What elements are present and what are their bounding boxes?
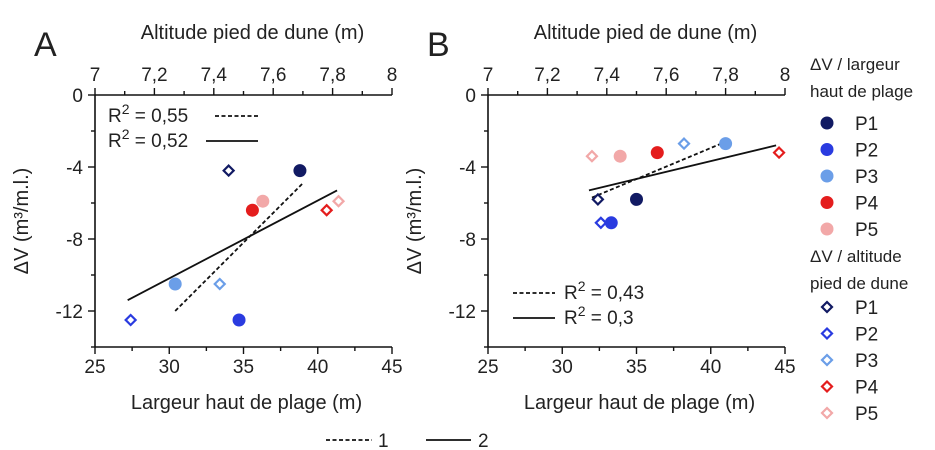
- x2-tick-label: 7,8: [319, 65, 345, 86]
- x2-tick-label: 7,6: [653, 65, 679, 86]
- point-largeur-p3: [168, 277, 182, 291]
- y-tick-label: -8: [66, 230, 83, 251]
- point-largeur-p5: [613, 149, 627, 163]
- legend-label-altitude: P3: [855, 351, 878, 372]
- fit-line-largeur: [588, 144, 777, 192]
- x2-tick-label: 7,8: [712, 65, 738, 86]
- legend-group1-title: haut de plage: [810, 82, 913, 101]
- legend-marker-largeur-p2: [820, 143, 834, 156]
- y-tick-label: -12: [56, 302, 83, 323]
- x-axis-label: Largeur haut de plage (m): [131, 392, 362, 414]
- x2-tick-label: 7: [90, 65, 101, 86]
- r2-label: R2 = 0,43: [564, 278, 644, 304]
- legend-group2-title: ΔV / altitude: [810, 247, 902, 266]
- x-tick-label: 30: [552, 357, 573, 378]
- x2-tick-label: 7,2: [534, 65, 560, 86]
- profile-legend: ΔV / largeur haut de plage P1 P2 P3 P4 P5 ΔV / …: [810, 55, 913, 425]
- fit-line-altitude: [174, 182, 304, 312]
- legend-group2-title: pied de dune: [810, 274, 908, 293]
- x-tick-label: 35: [233, 357, 254, 378]
- bottom-legend-label: 2: [478, 431, 489, 450]
- point-altitude-p5: [585, 149, 599, 163]
- r2-label: R2 = 0,3: [564, 303, 634, 329]
- point-largeur-p1: [293, 164, 307, 178]
- x-axis-label: Largeur haut de plage (m): [524, 392, 755, 414]
- point-largeur-p5: [256, 194, 270, 208]
- x2-axis-label: Altitude pied de dune (m): [534, 22, 757, 44]
- point-altitude-p3: [213, 277, 227, 291]
- point-largeur-p4: [245, 203, 259, 217]
- legend-label-altitude: P2: [855, 325, 878, 346]
- legend-label-largeur: P4: [855, 194, 879, 215]
- x-tick-label: 40: [307, 357, 328, 378]
- x-tick-label: 45: [381, 357, 402, 378]
- y-tick-label: -4: [66, 158, 83, 179]
- legend-marker-largeur-p1: [820, 116, 834, 130]
- x2-tick-label: 7,6: [260, 65, 286, 86]
- y-tick-label: -4: [459, 158, 476, 179]
- fit-line-altitude: [591, 140, 726, 199]
- panel-a: 25 30 35 40 45 7 7,2 7,4 7,6 7,8 8 0 -4 -8 -12 Largeur …: [11, 22, 403, 414]
- legend-marker-altitude-p1: [820, 300, 834, 314]
- point-largeur-p3: [719, 137, 733, 151]
- x2-tick-label: 8: [387, 65, 398, 86]
- panel-b: 25 30 35 40 45 7 7,2 7,4 7,6 7,8 8 0 -4 -8 -12 Largeur …: [404, 22, 796, 414]
- legend-group1-title: ΔV / largeur: [810, 55, 900, 74]
- point-altitude-p5: [331, 194, 346, 208]
- point-altitude-p4: [320, 203, 334, 217]
- x2-tick-label: 7,4: [594, 65, 621, 86]
- x2-tick-label: 8: [780, 65, 791, 86]
- legend-label-altitude: P4: [855, 378, 879, 399]
- point-largeur-p2: [232, 313, 246, 327]
- point-altitude-p4: [772, 146, 786, 160]
- legend-label-largeur: P2: [855, 141, 878, 162]
- point-altitude-p1: [222, 164, 236, 178]
- x-tick-label: 40: [700, 357, 721, 378]
- r2-label: R2 = 0,55: [108, 101, 188, 127]
- r2-label: R2 = 0,52: [108, 126, 188, 152]
- x-tick-label: 45: [774, 357, 795, 378]
- legend-label-largeur: P3: [855, 167, 878, 188]
- legend-marker-largeur-p4: [820, 196, 834, 209]
- point-altitude-p1: [591, 192, 605, 206]
- panel-label: A: [34, 26, 57, 64]
- x2-tick-label: 7,2: [141, 65, 167, 86]
- fit-line-largeur: [127, 189, 338, 301]
- x2-axis-label: Altitude pied de dune (m): [141, 22, 364, 44]
- legend-marker-largeur-p5: [820, 222, 834, 236]
- legend-marker-altitude-p5: [820, 406, 834, 420]
- x-tick-label: 35: [626, 357, 647, 378]
- point-largeur-p4: [650, 146, 664, 160]
- x2-tick-label: 7: [483, 65, 494, 86]
- legend-label-largeur: P1: [855, 114, 878, 135]
- y-axis-label: ΔV (m³/m.l.): [11, 168, 33, 275]
- point-largeur-p2: [604, 216, 618, 230]
- y-axis-label: ΔV (m³/m.l.): [404, 168, 426, 275]
- legend-label-altitude: P5: [855, 404, 878, 425]
- y-tick-label: -12: [449, 302, 476, 323]
- legend-marker-altitude-p3: [820, 353, 834, 367]
- point-altitude-p2: [124, 313, 138, 327]
- y-tick-label: 0: [465, 86, 476, 107]
- y-tick-label: 0: [72, 86, 83, 107]
- legend-label-largeur: P5: [855, 220, 878, 241]
- bottom-legend-label: 1: [378, 431, 389, 450]
- legend-label-altitude: P1: [855, 298, 878, 319]
- x2-tick-label: 7,4: [201, 65, 228, 86]
- x-tick-label: 30: [159, 357, 180, 378]
- panel-label: B: [427, 26, 450, 64]
- legend-marker-altitude-p4: [820, 379, 834, 394]
- legend-marker-altitude-p2: [820, 326, 834, 341]
- legend-marker-largeur-p3: [820, 169, 834, 183]
- point-altitude-p3: [677, 137, 691, 151]
- point-altitude-p2: [594, 216, 608, 230]
- point-largeur-p1: [630, 192, 643, 206]
- x-tick-label: 25: [477, 357, 498, 378]
- x-tick-label: 25: [84, 357, 105, 378]
- y-tick-label: -8: [459, 230, 476, 251]
